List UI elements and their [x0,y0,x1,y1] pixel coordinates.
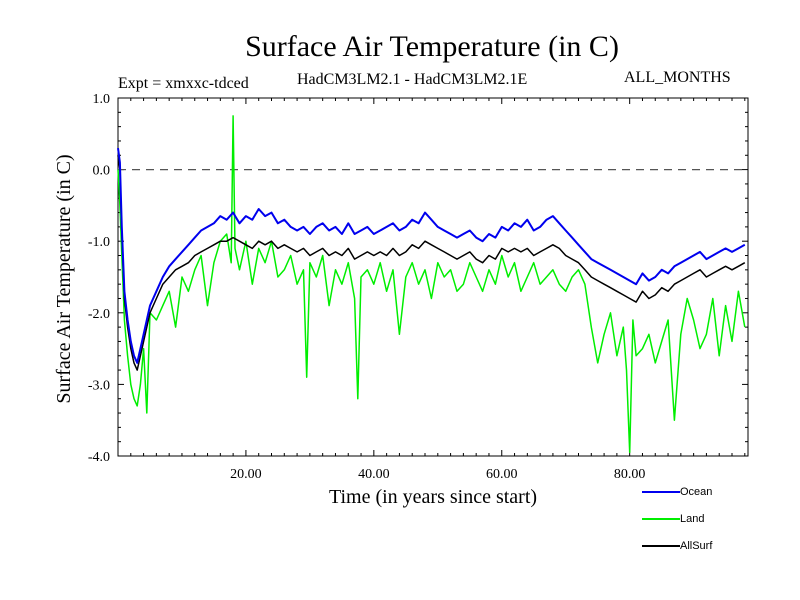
y-tick-label: -1.0 [88,235,110,250]
series-line-ocean [117,147,746,364]
legend-label-allsurf: AllSurf [680,540,713,552]
plot-frame [117,97,749,457]
chart-subtitle-left: Expt = xmxxc-tdced [118,75,249,92]
legend-label-land: Land [680,513,704,525]
legend-label-ocean: Ocean [680,486,712,498]
y-tick-label: 1.0 [93,92,111,107]
plot-area: 1.0 0.0 -1.0 -2.0 -3.0 -4.0 20.00 40.00 60.00 80.… [88,92,749,482]
x-tick-label: 80.00 [614,467,646,482]
legend: Ocean Land AllSurf [642,486,713,552]
y-tick-label: -4.0 [88,450,110,465]
x-tick-label: 40.00 [358,467,390,482]
y-tick-label: -3.0 [88,378,110,393]
chart-title: Surface Air Temperature (in C) [245,30,619,63]
series-line-land [117,115,746,454]
chart-subtitle-right: ALL_MONTHS [624,69,731,86]
x-tick-label: 20.00 [230,467,262,482]
y-tick-label: 0.0 [93,164,111,179]
chart-subtitle-center: HadCM3LM2.1 - HadCM3LM2.1E [297,71,527,88]
x-axis-label: Time (in years since start) [329,486,537,508]
x-tick-label: 60.00 [486,467,518,482]
y-axis-label: Surface Air Temperature (in C) [53,154,75,403]
y-tick-label: -2.0 [88,307,110,322]
series-line-allsurf [117,155,746,371]
